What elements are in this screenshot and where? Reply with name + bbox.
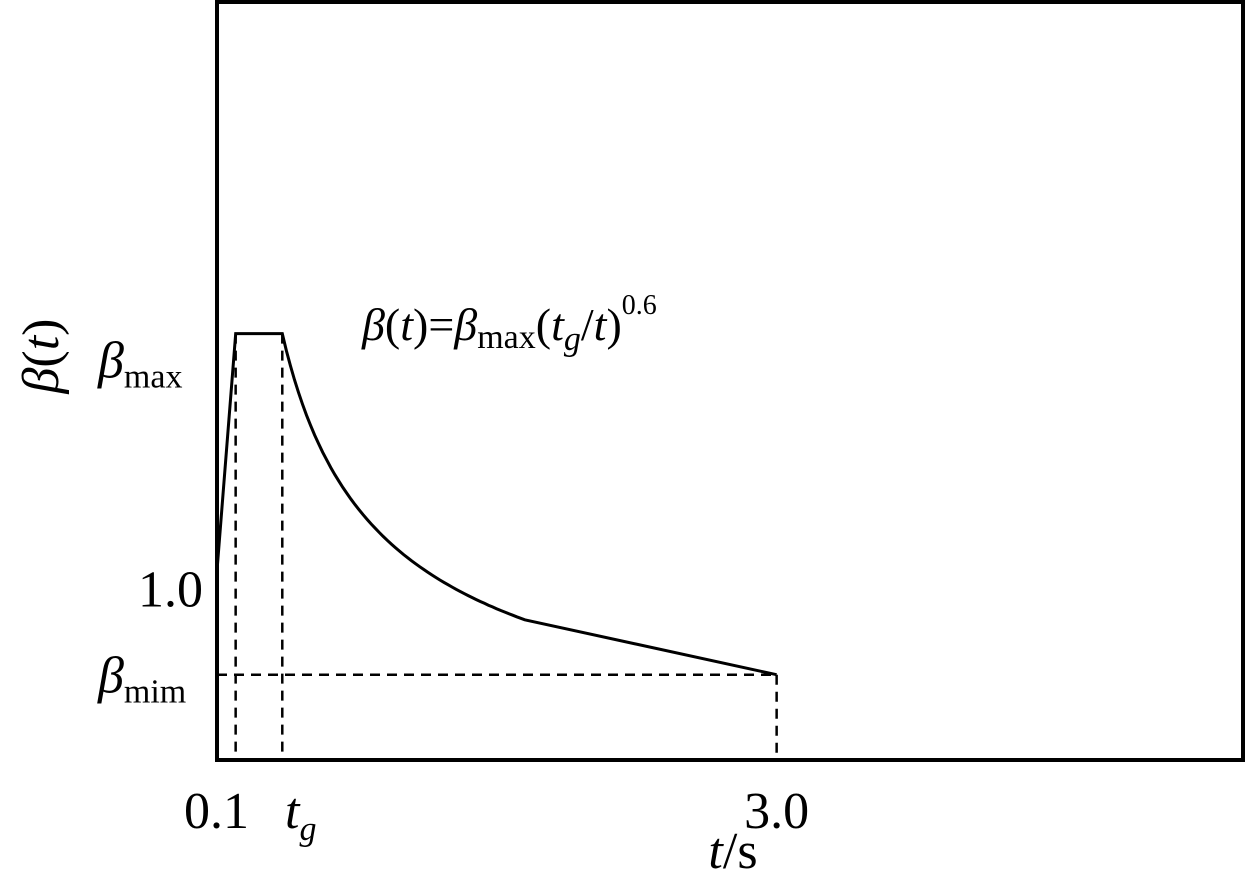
formula-lhs-close-eq: )=: [413, 299, 454, 350]
formula-rhs-open: (: [536, 299, 551, 350]
formula-rhs-symbol: β: [453, 299, 477, 350]
x-tick-t-end: 3.0: [744, 783, 809, 840]
y-tick-beta-min: βmim: [97, 648, 186, 711]
y-tick-one: 1.0: [138, 562, 203, 619]
spectrum-curve: [215, 332, 777, 677]
x-axis-label-unit: /s: [723, 823, 758, 873]
y-tick-beta-max: βmax: [97, 333, 182, 396]
x-tick-tg-var: t: [285, 783, 301, 840]
x-tick-tg-sub: g: [299, 811, 316, 848]
x-tick-tg: tg: [285, 783, 316, 848]
formula-lhs-var: t: [400, 299, 414, 350]
y-axis-label-open: (: [13, 350, 70, 367]
y-tick-beta-min-symbol: β: [97, 648, 124, 705]
formula-rhs-t2: t: [594, 299, 608, 350]
y-axis-label-var: t: [13, 334, 70, 350]
y-axis-label-symbol: β: [13, 368, 70, 395]
y-axis-label: β(t): [13, 318, 70, 394]
x-tick-t-start: 0.1: [184, 783, 249, 840]
plot-frame: [215, 0, 1245, 762]
formula-rhs-g: g: [564, 321, 581, 358]
formula-rhs-t: t: [551, 299, 565, 350]
formula-lhs-open: (: [385, 299, 400, 350]
x-axis-label: t/s: [708, 823, 757, 873]
y-axis-label-close: ): [13, 318, 70, 335]
y-tick-beta-max-symbol: β: [97, 333, 124, 390]
y-tick-beta-max-sub: max: [124, 359, 183, 396]
formula-annotation: β(t)=βmax(tg/t)0.6: [361, 290, 657, 358]
formula-rhs-close: ): [606, 299, 621, 350]
x-axis-label-var: t: [708, 823, 724, 873]
y-tick-beta-min-sub: mim: [124, 674, 186, 711]
formula-lhs-symbol: β: [361, 299, 385, 350]
formula-rhs-slash: /: [581, 299, 594, 350]
formula-exponent: 0.6: [622, 290, 657, 321]
formula-rhs-sub: max: [477, 319, 536, 356]
